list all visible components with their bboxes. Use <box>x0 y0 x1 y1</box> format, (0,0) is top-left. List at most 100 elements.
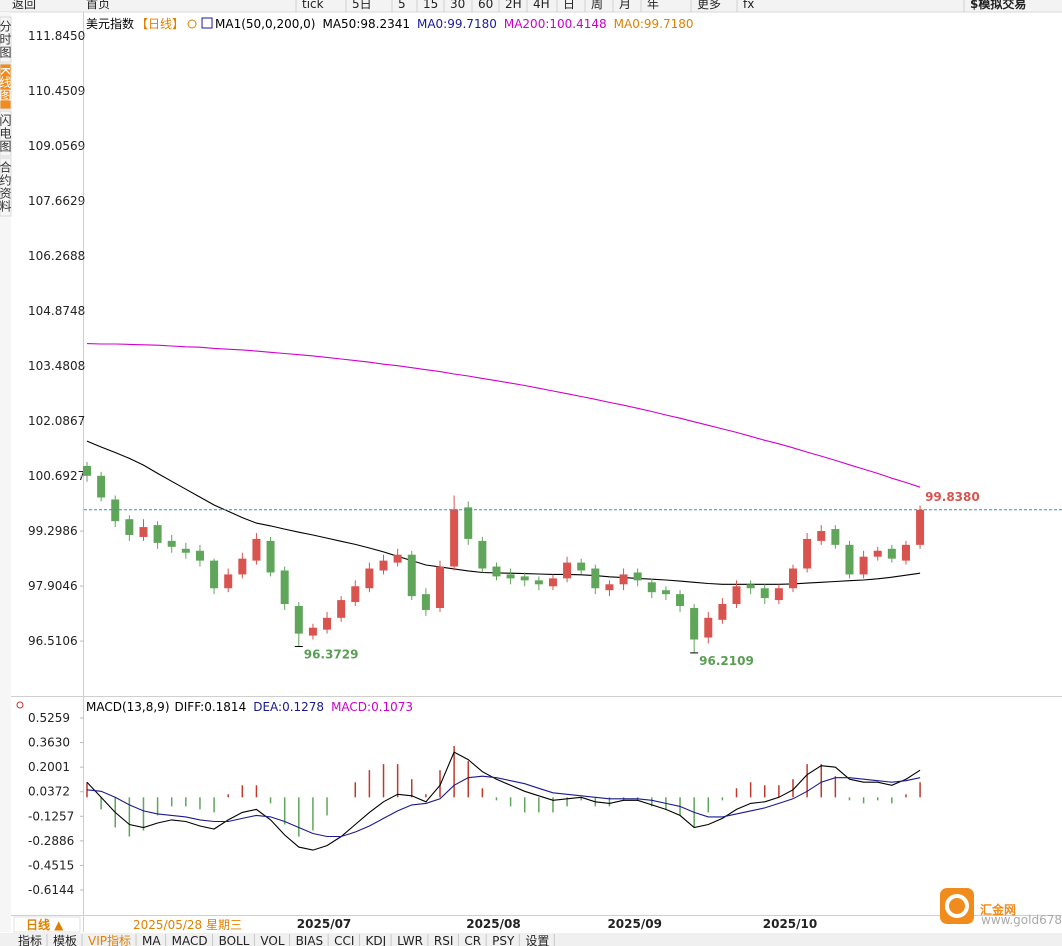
candle-body <box>520 576 529 581</box>
logo-subtext: www.gold678.com <box>981 913 1062 927</box>
side-tab[interactable] <box>0 16 12 63</box>
toolbar-button[interactable]: 更多 <box>697 0 721 11</box>
y-tick-label: -0.4515 <box>28 858 74 872</box>
y-tick-label: 109.0569 <box>28 139 85 153</box>
candle-body <box>351 586 360 603</box>
side-tab-label: 合约资料 <box>0 160 12 213</box>
toolbar-button[interactable]: 返回 <box>12 0 36 11</box>
y-tick-label: 106.2688 <box>28 249 85 263</box>
candle-body <box>492 566 501 577</box>
bottom-tab[interactable]: MACD <box>172 934 208 946</box>
bottom-tab[interactable]: RSI <box>434 934 454 946</box>
candle-body <box>789 568 797 589</box>
bottom-tab[interactable]: KDJ <box>365 934 386 946</box>
candle-body <box>901 544 910 561</box>
bottom-tab[interactable]: CR <box>464 934 481 946</box>
candle-body <box>873 550 882 557</box>
bottom-tab[interactable]: MA <box>142 934 161 946</box>
period-icon <box>187 19 197 29</box>
candle-body <box>238 558 247 575</box>
toolbar-button[interactable]: 2H <box>505 0 522 11</box>
last-price-label: 99.8380 <box>925 490 980 504</box>
x-tick-label: 2025/09 <box>607 917 661 931</box>
settings-icon <box>16 701 24 709</box>
bottom-tab[interactable]: 模板 <box>53 934 77 946</box>
toolbar-button[interactable]: 15 <box>423 0 438 11</box>
legend-entry: DIFF:0.1814 <box>175 700 247 714</box>
toolbar <box>0 0 1062 12</box>
bottom-tab[interactable]: CCI <box>334 934 354 946</box>
candle-body <box>845 544 854 575</box>
bottom-tab[interactable]: VOL <box>260 934 284 946</box>
candle-body <box>563 562 572 579</box>
bottom-tab[interactable]: BIAS <box>296 934 324 946</box>
candle-body <box>111 499 120 522</box>
toolbar-button[interactable]: fx <box>743 0 754 11</box>
side-tab[interactable] <box>0 63 12 110</box>
toolbar-button[interactable]: $模拟交易 <box>970 0 1026 11</box>
legend-entry: MA0:99.7180 <box>417 17 497 31</box>
bottom-tab[interactable]: LWR <box>397 934 423 946</box>
bottom-tab[interactable]: BOLL <box>219 934 250 946</box>
chart-title: MACD(13,8,9) <box>86 700 170 714</box>
candle-body <box>591 568 600 589</box>
candle-body <box>676 594 685 606</box>
candle-body <box>478 540 487 569</box>
candle-body <box>774 588 783 601</box>
candle-body <box>605 584 614 591</box>
toolbar-button[interactable]: 月 <box>619 0 631 11</box>
legend-entry: DEA:0.1278 <box>253 700 324 714</box>
candle-body <box>859 556 868 575</box>
side-tab-label: 闪电图 <box>0 114 12 153</box>
candle-body <box>421 594 430 610</box>
series-line <box>86 775 921 838</box>
toolbar-button[interactable]: 5日 <box>352 0 372 11</box>
toolbar-button[interactable]: 60 <box>478 0 493 11</box>
candle-body <box>704 617 713 638</box>
period-button-label[interactable]: 日线 ▲ <box>26 917 64 932</box>
candle-body <box>506 574 515 579</box>
candle-body <box>294 605 303 634</box>
candle-body <box>83 465 91 476</box>
bottom-tab[interactable]: PSY <box>492 934 515 946</box>
side-tab[interactable] <box>0 110 12 157</box>
period-button[interactable] <box>13 916 81 933</box>
bottom-tab[interactable]: 设置 <box>525 934 549 946</box>
candle-body <box>125 519 134 535</box>
toolbar-button[interactable]: 5 <box>398 0 406 11</box>
x-tick-label: 2025/08 <box>466 917 520 931</box>
legend-entry: MA200:100.4148 <box>504 17 607 31</box>
toolbar-button[interactable]: 首页 <box>86 0 110 11</box>
toolbar-button[interactable]: tick <box>302 0 324 11</box>
candle-body <box>690 607 699 640</box>
toolbar-button[interactable]: 年 <box>647 0 659 11</box>
logo-glyph <box>945 894 969 918</box>
candle-body <box>803 538 812 569</box>
candle-body <box>407 554 416 597</box>
candle-body <box>887 548 896 559</box>
candle-body <box>280 570 289 605</box>
y-tick-label: -0.2886 <box>28 834 74 848</box>
bottom-tab[interactable]: VIP指标 <box>88 933 131 946</box>
bottom-tab[interactable]: 指标 <box>18 933 42 946</box>
candle-body <box>436 566 444 608</box>
toolbar-button[interactable]: 周 <box>591 0 603 11</box>
y-tick-label: 102.0867 <box>28 414 85 428</box>
y-tick-label: 96.5106 <box>28 634 78 648</box>
candle-body <box>464 507 473 539</box>
side-tab[interactable] <box>0 157 12 217</box>
toolbar-button[interactable]: 30 <box>450 0 465 11</box>
y-tick-label: 100.6927 <box>28 469 85 483</box>
toolbar-button[interactable]: 4H <box>533 0 550 11</box>
toolbar-button[interactable]: 日 <box>563 0 575 11</box>
candle-body <box>817 531 826 541</box>
candle-body <box>153 525 162 543</box>
y-tick-label: 0.3630 <box>28 736 70 750</box>
legend-entry: MA1(50,0,200,0) <box>215 17 315 31</box>
candle-body <box>746 584 755 589</box>
legend-entry: MA0:99.7180 <box>614 17 694 31</box>
candle-body <box>224 574 233 589</box>
candle-body <box>393 554 402 563</box>
